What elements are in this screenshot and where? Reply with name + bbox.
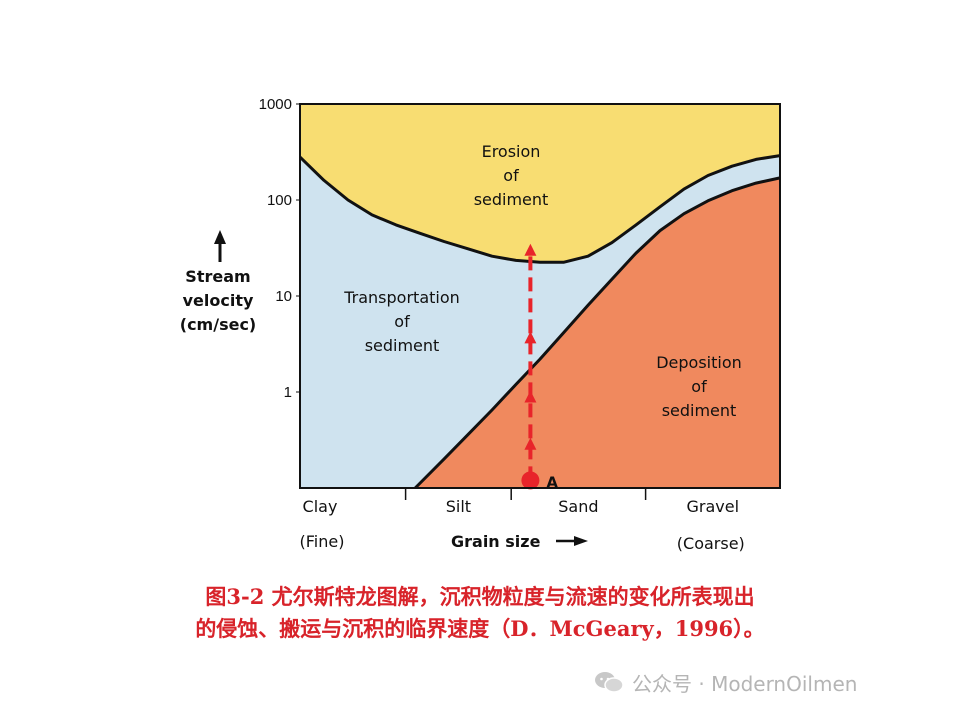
x-category-label: Silt — [446, 497, 471, 516]
point-a-marker — [521, 471, 540, 490]
x-category-label: Gravel — [687, 497, 740, 516]
path-arrow-head — [524, 437, 537, 450]
y-axis-label-line: Stream — [185, 267, 250, 286]
y-tick-label: 1000 — [259, 96, 292, 113]
path-arrow-head — [524, 243, 537, 256]
y-axis-label-line: (cm/sec) — [180, 315, 256, 334]
path-arrow-head — [524, 331, 537, 344]
x-category-note: (Coarse) — [677, 534, 745, 553]
region-label-line: Transportation — [343, 288, 460, 307]
region-label-line: Deposition — [656, 353, 742, 372]
x-category-label: Sand — [558, 497, 598, 516]
y-tick-label: 1 — [284, 384, 292, 401]
watermark: 公众号 · ModernOilmen — [594, 668, 857, 696]
region-label-line: of — [503, 166, 519, 185]
figure-caption-line-1: 图3-2 尤尔斯特龙图解，沉积物粒度与流速的变化所表现出 — [205, 584, 755, 609]
region-label-line: of — [691, 377, 707, 396]
deposition-threshold-curve — [414, 176, 781, 490]
y-tick-label: 10 — [275, 288, 292, 305]
y-tick-label: 100 — [267, 192, 292, 209]
x-axis-arrow-head — [574, 536, 588, 546]
y-axis-label-line: velocity — [183, 291, 254, 310]
y-axis-arrow-head — [214, 230, 226, 244]
wechat-icon — [595, 672, 624, 693]
region-label-line: sediment — [365, 336, 440, 355]
region-label-line: Erosion — [482, 142, 541, 161]
erosion-region-fill — [300, 104, 780, 263]
point-a-label: A — [546, 473, 558, 491]
figure-caption-line-2: 的侵蚀、搬运与沉积的临界速度（D．McGeary，1996）。 — [195, 616, 765, 641]
region-label-line: sediment — [474, 190, 549, 209]
x-category-note: (Fine) — [300, 532, 345, 551]
region-label-line: of — [394, 312, 410, 331]
erosion-threshold-curve — [298, 154, 781, 264]
region-label-line: sediment — [662, 401, 737, 420]
deposition-region-fill — [415, 177, 780, 488]
watermark-text: 公众号 · ModernOilmen — [632, 671, 858, 696]
path-arrow-head — [524, 390, 537, 403]
x-category-label: Clay — [303, 497, 338, 516]
x-axis-label: Grain size — [451, 532, 541, 551]
